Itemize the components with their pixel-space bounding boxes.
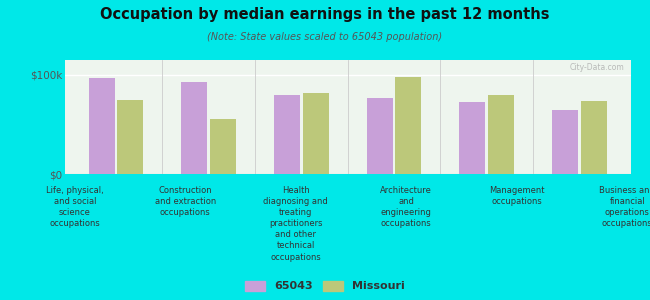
Bar <box>552 110 578 174</box>
Legend: 65043, Missouri: 65043, Missouri <box>245 281 405 291</box>
Text: Construction
and extraction
occupations: Construction and extraction occupations <box>155 186 216 217</box>
Bar <box>460 102 486 174</box>
Text: Occupation by median earnings in the past 12 months: Occupation by median earnings in the pas… <box>100 8 550 22</box>
Bar <box>88 78 114 174</box>
Bar <box>210 119 236 174</box>
Bar <box>118 100 144 174</box>
Text: Health
diagnosing and
treating
practitioners
and other
technical
occupations: Health diagnosing and treating practitio… <box>263 186 328 262</box>
Text: Business and
financial
operations
occupations: Business and financial operations occupa… <box>599 186 650 228</box>
Bar <box>367 98 393 174</box>
Text: Life, physical,
and social
science
occupations: Life, physical, and social science occup… <box>46 186 103 228</box>
Text: Architecture
and
engineering
occupations: Architecture and engineering occupations <box>380 186 432 228</box>
Bar <box>395 77 421 174</box>
Text: (Note: State values scaled to 65043 population): (Note: State values scaled to 65043 popu… <box>207 32 443 41</box>
Bar <box>181 82 207 174</box>
Bar <box>274 95 300 174</box>
Text: City-Data.com: City-Data.com <box>570 63 625 72</box>
Bar <box>581 100 607 174</box>
Bar <box>488 95 514 174</box>
Bar <box>303 93 329 174</box>
Text: Management
occupations: Management occupations <box>489 186 545 206</box>
